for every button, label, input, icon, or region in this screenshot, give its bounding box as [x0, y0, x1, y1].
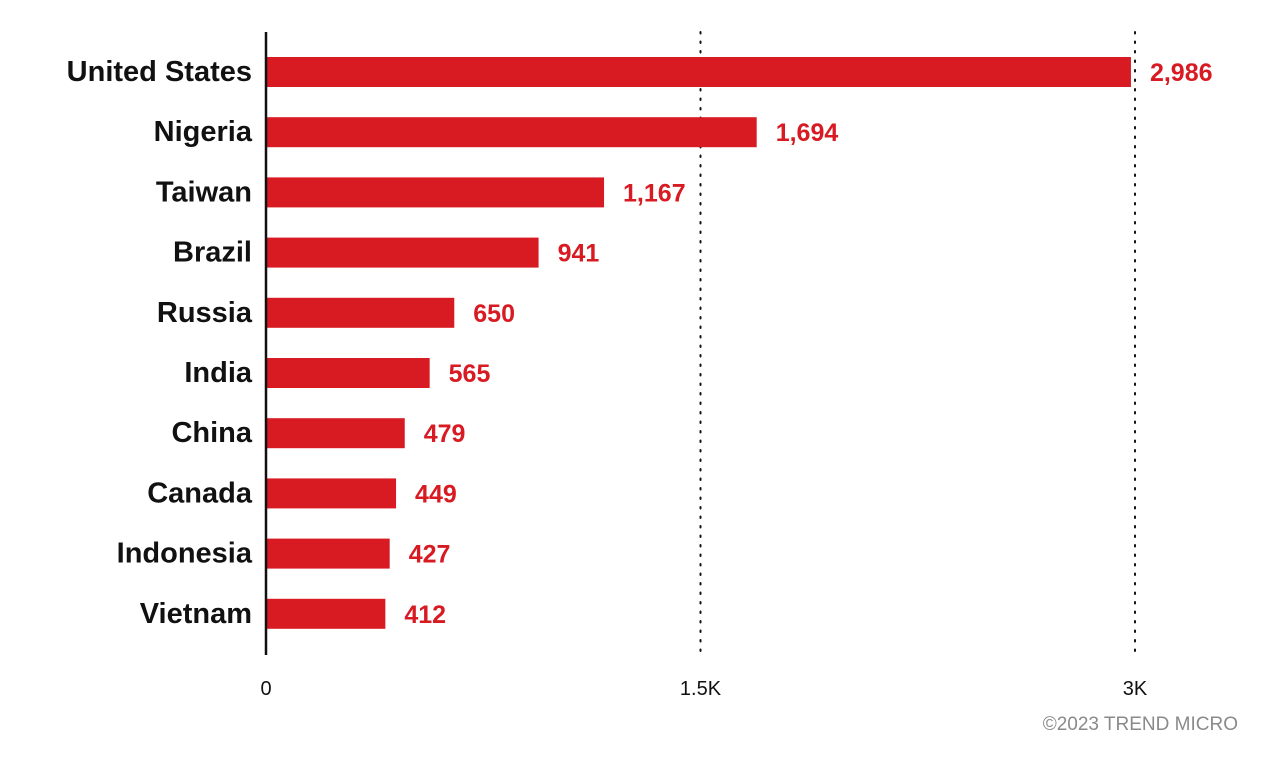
- bar-9: [266, 598, 386, 629]
- bars: [266, 57, 1131, 629]
- value-label-8: 427: [409, 541, 451, 569]
- copyright-credit: ©2023 TREND MICRO: [1042, 714, 1238, 735]
- category-label-2: Taiwan: [156, 176, 252, 208]
- value-label-3: 941: [558, 240, 600, 268]
- bar-6: [266, 418, 405, 449]
- bar-0: [266, 57, 1131, 87]
- grid-lines: [699, 31, 1136, 656]
- value-label-2: 1,167: [623, 179, 686, 207]
- category-label-8: Indonesia: [117, 538, 253, 570]
- bar-2: [266, 177, 605, 208]
- bar-7: [266, 478, 397, 509]
- bar-4: [266, 297, 455, 328]
- bar-1: [266, 117, 757, 148]
- bar-5: [266, 358, 430, 388]
- value-label-5: 565: [449, 360, 491, 388]
- category-labels: United States Nigeria Taiwan Brazil Russia In…: [67, 56, 253, 630]
- x-tick-label-1: 1.5K: [680, 678, 722, 700]
- x-tick-label-0: 0: [260, 678, 271, 700]
- category-label-0: United States: [67, 56, 252, 88]
- category-label-5: India: [184, 357, 253, 389]
- bar-3: [266, 237, 539, 268]
- value-labels: 2,986 1,694 1,167 941 650 565 479 449 427 412: [404, 59, 1212, 629]
- category-label-9: Vietnam: [140, 598, 252, 630]
- category-label-7: Canada: [147, 477, 253, 509]
- category-label-3: Brazil: [173, 237, 252, 269]
- bar-8: [266, 538, 390, 569]
- value-label-9: 412: [404, 601, 446, 629]
- value-label-1: 1,694: [776, 119, 839, 147]
- category-label-4: Russia: [157, 297, 253, 329]
- category-label-1: Nigeria: [154, 116, 253, 148]
- value-label-6: 479: [424, 420, 466, 448]
- value-label-7: 449: [415, 480, 457, 508]
- value-label-0: 2,986: [1150, 59, 1213, 87]
- category-label-6: China: [171, 417, 252, 449]
- value-label-4: 650: [473, 300, 515, 328]
- x-axis-ticks: 0 1.5K 3K: [260, 678, 1147, 700]
- x-tick-label-2: 3K: [1123, 678, 1148, 700]
